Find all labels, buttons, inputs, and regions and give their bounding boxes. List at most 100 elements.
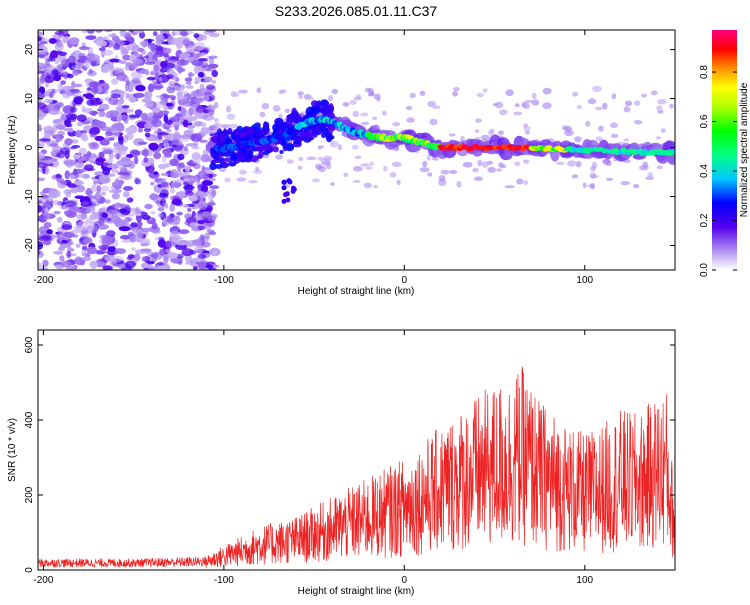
- spectrogram-x-ticks: -200 -100 0 100: [33, 30, 594, 286]
- noise-blob: [496, 168, 502, 172]
- noise-blob: [128, 30, 134, 33]
- noise-blob: [184, 77, 193, 82]
- noise-blob: [131, 44, 140, 53]
- spectrogram-blobs: [38, 30, 674, 270]
- noise-blob: [178, 229, 190, 235]
- noise-blob: [138, 31, 146, 39]
- noise-blob: [52, 145, 63, 153]
- noise-blob: [135, 84, 146, 92]
- noise-blob: [169, 230, 181, 239]
- noise-blob: [173, 37, 184, 45]
- noise-blob: [590, 175, 600, 178]
- noise-blob: [669, 103, 674, 109]
- noise-blob: [192, 239, 204, 246]
- noise-blob: [409, 92, 416, 99]
- noise-blob: [63, 231, 75, 238]
- noise-blob: [193, 33, 200, 39]
- noise-blob: [633, 120, 643, 125]
- noise-blob: [213, 117, 219, 123]
- noise-blob: [82, 93, 88, 97]
- noise-blob: [88, 156, 94, 164]
- noise-blob: [158, 192, 169, 198]
- noise-blob: [185, 254, 193, 263]
- noise-blob: [657, 110, 664, 114]
- noise-blob: [57, 83, 64, 92]
- noise-blob: [165, 124, 175, 128]
- noise-blob: [161, 60, 166, 69]
- noise-blob: [49, 73, 55, 80]
- noise-blob: [462, 161, 473, 168]
- noise-blob: [197, 71, 205, 78]
- noise-blob: [406, 117, 415, 123]
- noise-blob: [194, 213, 204, 221]
- ridge-cluster: [230, 153, 238, 161]
- noise-blob: [150, 181, 155, 186]
- ridge-cluster: [329, 103, 334, 111]
- noise-blob: [163, 47, 172, 54]
- noise-blob: [634, 100, 641, 106]
- noise-blob: [185, 165, 191, 173]
- noise-blob: [647, 172, 654, 178]
- noise-blob: [202, 79, 210, 83]
- noise-blob: [206, 169, 214, 175]
- noise-blob: [164, 203, 169, 209]
- noise-blob: [163, 62, 175, 69]
- noise-blob: [103, 235, 114, 245]
- noise-blob: [136, 220, 143, 228]
- noise-blob: [187, 207, 192, 212]
- noise-blob: [472, 167, 479, 173]
- noise-blob: [111, 122, 124, 131]
- noise-blob: [590, 182, 595, 190]
- noise-blob: [54, 42, 64, 52]
- noise-blob: [102, 149, 113, 155]
- x-tick-label: 100: [576, 575, 593, 586]
- noise-blob: [611, 93, 617, 100]
- noise-blob: [54, 30, 65, 36]
- noise-blob: [138, 47, 144, 53]
- ridge-cluster: [262, 150, 270, 156]
- noise-blob: [98, 175, 110, 180]
- ridge-cluster: [281, 185, 287, 191]
- noise-blob: [78, 52, 86, 60]
- noise-blob: [64, 138, 73, 146]
- noise-blob: [121, 105, 130, 109]
- noise-blob: [178, 193, 185, 199]
- noise-blob: [163, 137, 176, 141]
- y-tick-label: 200: [24, 486, 35, 503]
- noise-blob: [598, 125, 604, 132]
- noise-blob: [542, 87, 552, 95]
- noise-blob: [64, 210, 69, 215]
- ridge-cluster: [281, 179, 287, 185]
- noise-blob: [97, 224, 109, 230]
- noise-blob: [168, 80, 175, 88]
- noise-blob: [476, 92, 484, 98]
- noise-blob: [43, 130, 55, 137]
- noise-blob: [84, 253, 91, 258]
- noise-blob: [152, 81, 163, 91]
- snr-y-label: SNR (10 * v/v): [7, 418, 18, 482]
- noise-blob: [38, 138, 51, 142]
- noise-blob: [88, 68, 94, 75]
- noise-blob: [91, 119, 103, 129]
- noise-blob: [304, 96, 315, 101]
- noise-blob: [81, 201, 90, 206]
- noise-blob: [208, 57, 214, 65]
- noise-blob: [144, 71, 150, 76]
- noise-blob: [298, 156, 304, 162]
- noise-blob: [104, 136, 110, 140]
- noise-blob: [42, 211, 51, 221]
- y-tick-label: 0: [24, 144, 35, 150]
- noise-blob: [60, 113, 69, 121]
- noise-blob: [62, 91, 71, 99]
- noise-blob: [193, 139, 199, 148]
- noise-blob: [514, 103, 520, 108]
- noise-blob: [71, 145, 81, 149]
- noise-blob: [144, 132, 151, 138]
- noise-blob: [127, 254, 135, 259]
- ridge-cluster: [251, 146, 256, 151]
- ridge-cluster: [272, 146, 280, 153]
- noise-blob: [101, 206, 108, 212]
- noise-blob: [157, 239, 167, 248]
- noise-blob: [391, 161, 402, 168]
- noise-blob: [342, 102, 350, 107]
